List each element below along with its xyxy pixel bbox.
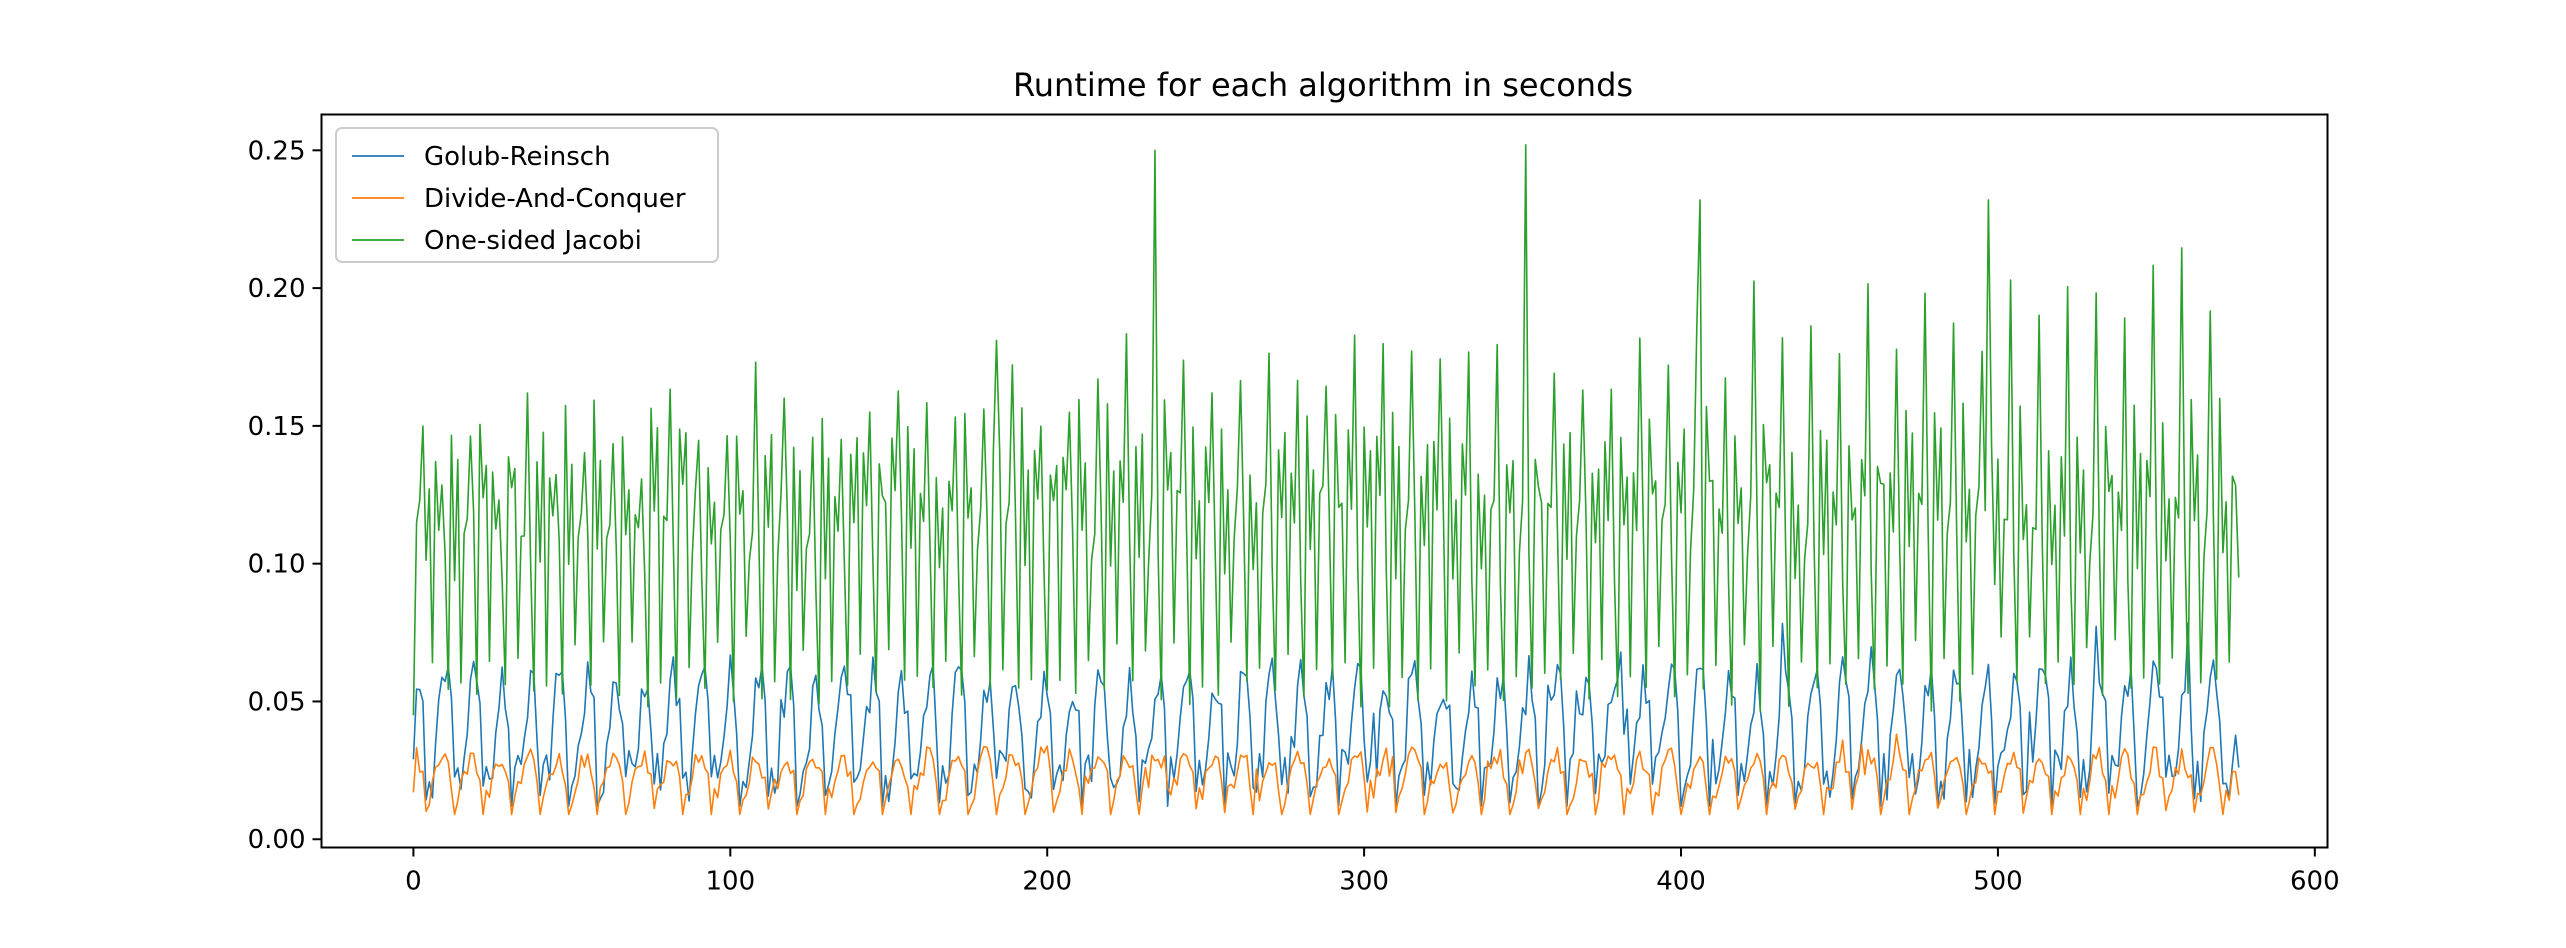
y-tick-label: 0.25 (248, 136, 306, 166)
x-axis: 0 100 200 300 400 500 600 (405, 847, 2340, 897)
plot-area (320, 113, 2329, 849)
series-line-one-sided-jacobi (412, 144, 2240, 716)
legend-label: One-sided Jacobi (424, 226, 642, 256)
legend: Golub-Reinsch Divide-And-Conquer One-sided… (335, 127, 719, 263)
y-tick-label: 0.00 (248, 825, 306, 855)
series-layer (412, 144, 2240, 816)
y-axis: 0.00 0.05 0.10 0.15 0.20 0.25 (248, 136, 322, 855)
y-tick-label: 0.10 (248, 550, 306, 580)
x-tick-label: 300 (1339, 867, 1389, 897)
series-line-golub-reinsch (412, 622, 2240, 807)
x-tick-label: 100 (705, 867, 755, 897)
x-tick-label: 200 (1022, 867, 1072, 897)
series-line-divide-and-conquer (412, 733, 2240, 816)
y-tick-label: 0.20 (248, 274, 306, 304)
legend-items: Golub-Reinsch Divide-And-Conquer One-sided… (352, 142, 686, 256)
legend-label: Divide-And-Conquer (424, 184, 686, 214)
x-tick-label: 500 (1973, 867, 2023, 897)
chart-title: Runtime for each algorithm in seconds (1013, 66, 1633, 104)
y-tick-label: 0.05 (248, 687, 306, 717)
legend-label: Golub-Reinsch (424, 142, 611, 172)
legend-box (335, 127, 719, 263)
axes-frame (320, 113, 2329, 849)
x-tick-label: 0 (405, 867, 422, 897)
y-tick-label: 0.15 (248, 412, 306, 442)
x-tick-label: 400 (1656, 867, 1706, 897)
x-tick-label: 600 (2290, 867, 2340, 897)
